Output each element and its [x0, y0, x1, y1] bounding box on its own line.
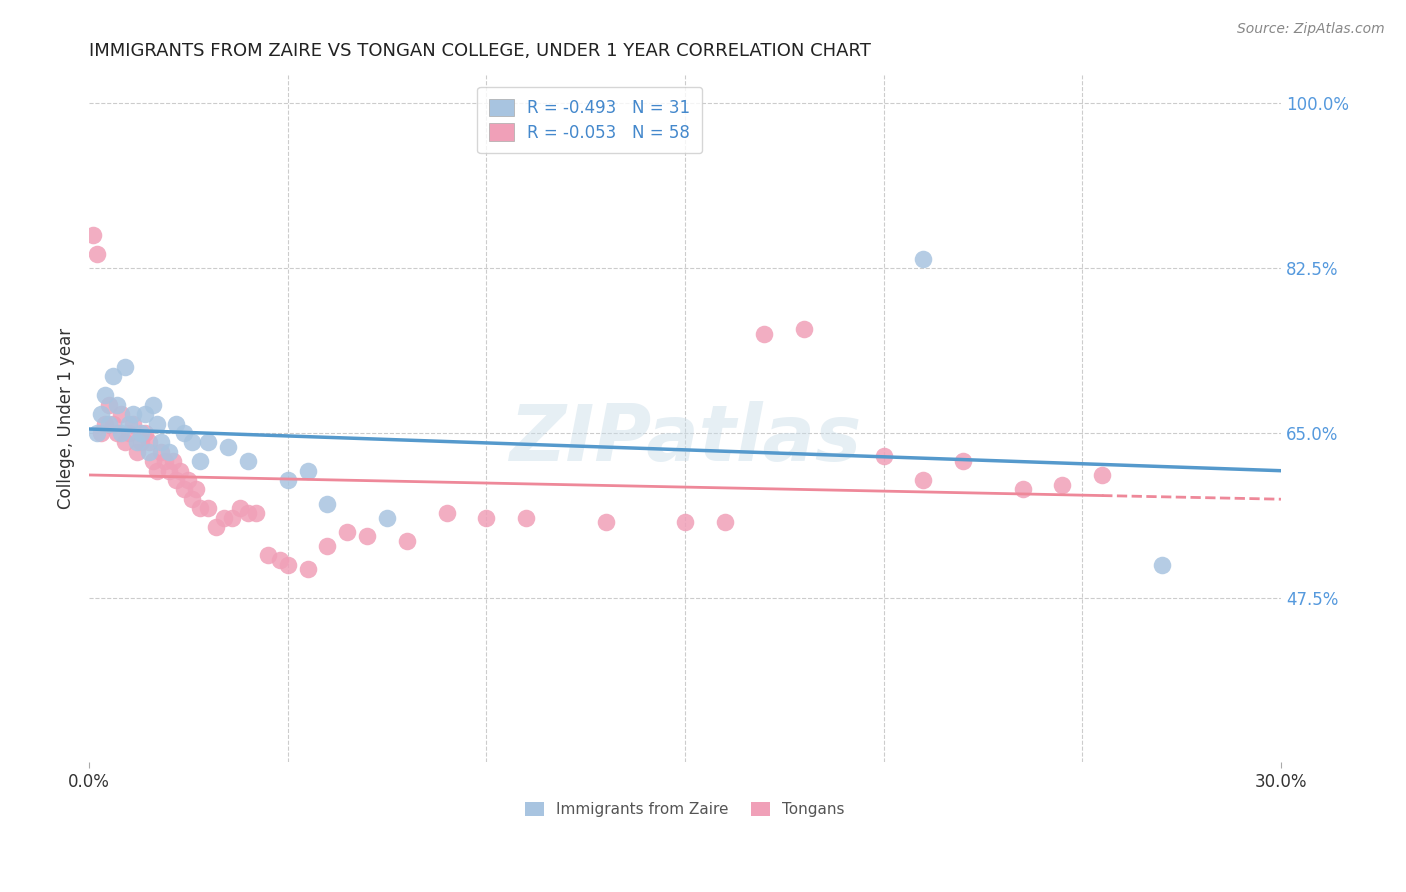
Point — [114, 435, 136, 450]
Point — [1052, 477, 1074, 491]
Point — [177, 473, 200, 487]
Text: Source: ZipAtlas.com: Source: ZipAtlas.com — [1237, 22, 1385, 37]
Point — [277, 473, 299, 487]
Point — [754, 327, 776, 342]
Point — [105, 398, 128, 412]
Point — [1011, 483, 1033, 497]
Point — [217, 440, 239, 454]
Point — [336, 524, 359, 539]
Point — [1150, 558, 1173, 572]
Point — [197, 501, 219, 516]
Point — [153, 454, 176, 468]
Point — [173, 483, 195, 497]
Point — [101, 369, 124, 384]
Point — [912, 252, 935, 266]
Point — [356, 529, 378, 543]
Point — [375, 510, 398, 524]
Point — [110, 425, 132, 440]
Point — [269, 553, 291, 567]
Point — [277, 558, 299, 572]
Point — [90, 407, 112, 421]
Point — [97, 398, 120, 412]
Point — [181, 435, 204, 450]
Point — [121, 417, 143, 431]
Point — [142, 398, 165, 412]
Point — [395, 534, 418, 549]
Point — [149, 435, 172, 450]
Point — [173, 425, 195, 440]
Point — [912, 473, 935, 487]
Point — [1091, 468, 1114, 483]
Point — [436, 506, 458, 520]
Point — [166, 473, 188, 487]
Point — [186, 483, 208, 497]
Point — [94, 388, 117, 402]
Point — [134, 407, 156, 421]
Point — [221, 510, 243, 524]
Point — [97, 417, 120, 431]
Point — [142, 454, 165, 468]
Point — [129, 425, 152, 440]
Point — [515, 510, 537, 524]
Point — [297, 562, 319, 576]
Point — [181, 491, 204, 506]
Point — [121, 407, 143, 421]
Point — [872, 450, 894, 464]
Point — [229, 501, 252, 516]
Point — [125, 444, 148, 458]
Point — [149, 444, 172, 458]
Point — [673, 516, 696, 530]
Point — [166, 417, 188, 431]
Point — [118, 425, 141, 440]
Point — [86, 247, 108, 261]
Point — [245, 506, 267, 520]
Point — [138, 435, 160, 450]
Point — [101, 417, 124, 431]
Y-axis label: College, Under 1 year: College, Under 1 year — [58, 328, 75, 509]
Point — [212, 510, 235, 524]
Point — [197, 435, 219, 450]
Point — [94, 417, 117, 431]
Point — [157, 444, 180, 458]
Point — [105, 425, 128, 440]
Point — [188, 454, 211, 468]
Point — [595, 516, 617, 530]
Point — [205, 520, 228, 534]
Point — [316, 497, 339, 511]
Point — [793, 322, 815, 336]
Point — [713, 516, 735, 530]
Point — [952, 454, 974, 468]
Point — [188, 501, 211, 516]
Point — [236, 454, 259, 468]
Point — [134, 425, 156, 440]
Legend: Immigrants from Zaire, Tongans: Immigrants from Zaire, Tongans — [519, 797, 851, 823]
Point — [82, 228, 104, 243]
Point — [475, 510, 498, 524]
Point — [110, 407, 132, 421]
Point — [118, 417, 141, 431]
Point — [157, 464, 180, 478]
Point — [125, 435, 148, 450]
Point — [138, 444, 160, 458]
Point — [297, 464, 319, 478]
Point — [162, 454, 184, 468]
Text: IMMIGRANTS FROM ZAIRE VS TONGAN COLLEGE, UNDER 1 YEAR CORRELATION CHART: IMMIGRANTS FROM ZAIRE VS TONGAN COLLEGE,… — [89, 42, 870, 60]
Point — [316, 539, 339, 553]
Point — [90, 425, 112, 440]
Point — [129, 435, 152, 450]
Point — [145, 417, 167, 431]
Point — [86, 425, 108, 440]
Text: ZIPatlas: ZIPatlas — [509, 401, 860, 477]
Point — [114, 359, 136, 374]
Point — [236, 506, 259, 520]
Point — [145, 464, 167, 478]
Point — [169, 464, 191, 478]
Point — [257, 549, 280, 563]
